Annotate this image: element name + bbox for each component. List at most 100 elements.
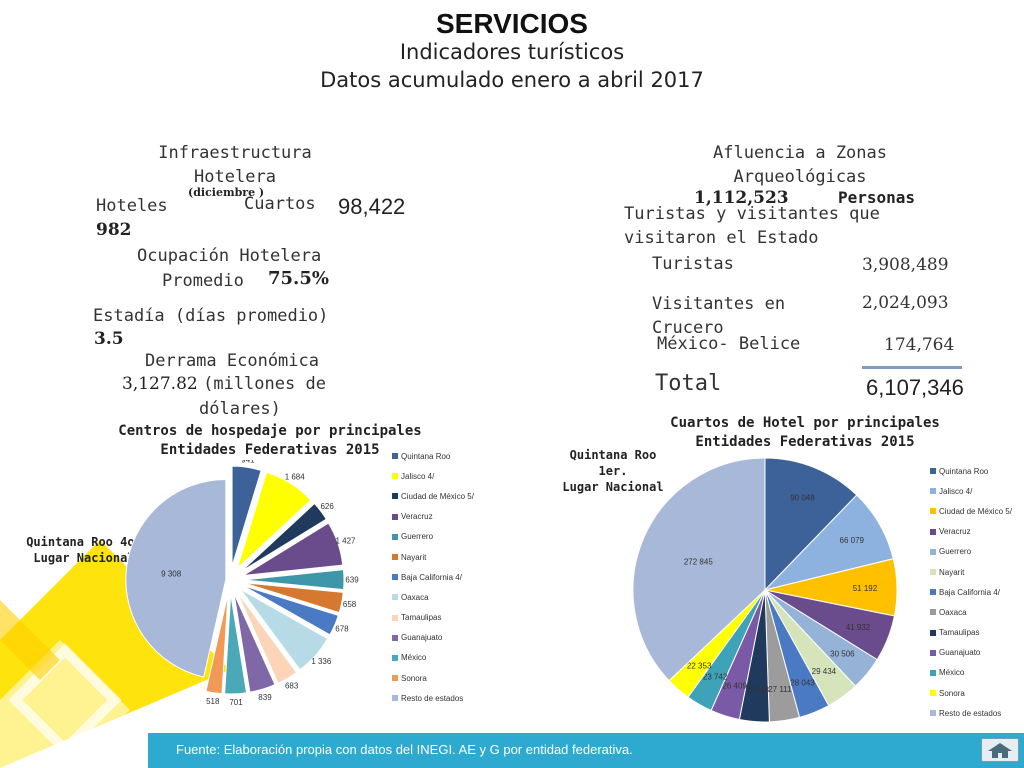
chart1-legend-item: México [392, 648, 474, 668]
home-button[interactable] [981, 738, 1019, 762]
belice-row-label: México- Belice [657, 334, 801, 354]
chart2-legend-swatch [930, 488, 936, 495]
chart2-slice-label: 26 818 [745, 686, 770, 695]
derrama-value: 3,127.82 [122, 374, 198, 394]
chart2-annotation-line3: Lugar Nacional [562, 480, 664, 494]
chart1-legend-swatch [392, 554, 398, 561]
chart2-annotation-line1: Quintana Roo [569, 448, 657, 462]
page-title: SERVICIOS [436, 8, 588, 39]
total-underline [862, 366, 962, 369]
chart1-slice-label: 839 [258, 693, 272, 702]
chart1-legend-item: Guanajuato [392, 628, 474, 648]
chart2-legend-label: México [939, 668, 965, 678]
chart1-legend-swatch [392, 614, 398, 621]
derrama-label: Derrama Económica [145, 351, 319, 371]
chart2-legend-label: Resto de estados [939, 708, 1002, 718]
chart2-slice-label: 66 079 [840, 536, 865, 545]
chart2-slice-label: 28 043 [790, 679, 815, 688]
chart2-legend-swatch [930, 548, 936, 555]
chart2-legend-swatch [930, 669, 936, 676]
chart1-pie: 941 1 684 626 1 427 639 658 678 1 336 683 839 701 5… [125, 460, 359, 707]
chart1-slice [243, 569, 345, 591]
chart1-legend-item: Oaxaca [392, 587, 474, 607]
chart1-slice [236, 591, 298, 684]
chart1-legend-swatch [392, 594, 398, 601]
chart1-legend-swatch [392, 634, 398, 641]
hoteles-value: 982 [96, 220, 132, 240]
chart1-legend-label: Quintana Roo [401, 451, 451, 461]
chart2-legend-item: Quintana Roo [930, 461, 1012, 481]
chart1-legend-item: Baja California 4/ [392, 567, 474, 587]
chart2-legend-swatch [930, 468, 936, 475]
chart2-slice-label: 23 742 [703, 673, 728, 682]
chart2-legend-label: Ciudad de México 5/ [939, 506, 1012, 516]
chart1-legend-swatch [392, 675, 398, 682]
derrama-unit-line2: dólares) [199, 399, 281, 419]
chart2-legend-item: México [930, 663, 1012, 683]
chart1-legend-label: Oaxaca [401, 592, 429, 602]
chart1-slice-label: 941 [241, 460, 255, 464]
infra-heading: Infraestructura Hotelera [130, 141, 340, 189]
home-icon [988, 743, 1012, 758]
ocupacion-line2: Promedio [162, 271, 244, 291]
chart2-legend-swatch [930, 690, 936, 697]
chart2-legend-swatch [930, 649, 936, 656]
belice-row-value: 174,764 [884, 335, 955, 355]
chart1-legend-swatch [392, 654, 398, 661]
chart2-legend-item: Resto de estados [930, 703, 1012, 723]
chart1-slice-label: 639 [345, 576, 359, 585]
chart2-legend-item: Jalisco 4/ [930, 481, 1012, 501]
chart2-legend-swatch [930, 569, 936, 576]
chart2-legend-swatch [930, 508, 936, 515]
chart2-slice-label: 41 932 [846, 623, 871, 632]
turistas-heading-line1: Turistas y visitantes que [624, 204, 880, 224]
turistas-row-value: 3,908,489 [862, 255, 949, 275]
footer-bar [148, 733, 1024, 768]
hoteles-label: Hoteles [96, 196, 168, 216]
chart1-legend-label: Veracruz [401, 512, 433, 522]
chart2-legend-label: Sonora [939, 688, 965, 698]
chart1-slice [242, 522, 344, 576]
chart2-slice-label: 27 111 [768, 685, 792, 694]
chart2-legend-label: Guanajuato [939, 648, 981, 658]
chart2-legend-item: Tamaulipas [930, 623, 1012, 643]
chart1-slice [224, 593, 248, 695]
chart2-legend-item: Nayarit [930, 562, 1012, 582]
chart1-legend-label: Guanajuato [401, 633, 443, 643]
chart2-legend-label: Guerrero [939, 547, 972, 557]
chart2-slice-label: 30 506 [830, 649, 855, 658]
cuartos-label: Cuartos [244, 194, 316, 214]
afluencia-heading-line2: Arqueológicas [733, 167, 867, 187]
chart2-legend-item: Guerrero [930, 542, 1012, 562]
turistas-heading-line2: visitaron el Estado [624, 228, 819, 248]
chart2-legend-label: Quintana Roo [939, 466, 989, 476]
chart1-legend-label: Tamaulipas [401, 613, 442, 623]
infra-heading-note: (diciembre ) [188, 186, 265, 199]
chart2-legend-label: Tamaulipas [939, 628, 980, 638]
crucero-row-label: Visitantes en [652, 294, 786, 314]
chart1-legend-label: Resto de estados [401, 693, 464, 703]
chart2-legend: Quintana Roo Jalisco 4/Ciudad de México 5… [930, 461, 1012, 723]
chart2-legend-label: Baja California 4/ [939, 587, 1000, 597]
chart1-legend-swatch [392, 473, 398, 480]
chart2-slice-label: 90 048 [790, 493, 815, 502]
chart1-slice-label: 1 684 [285, 473, 306, 482]
chart1-slice [125, 479, 227, 678]
chart1-slice-label: 701 [229, 698, 243, 707]
chart2-annotation-line2: 1er. [598, 464, 628, 478]
chart1-slice [240, 588, 329, 671]
chart2-legend-label: Nayarit [939, 567, 965, 577]
estadia-value: 3.5 [94, 329, 124, 349]
chart1-legend-swatch [392, 453, 398, 460]
chart2-slice-label: 272 845 [684, 557, 713, 566]
chart1-slice [231, 465, 262, 567]
chart2-slice-label: 22 353 [687, 661, 712, 670]
turistas-row-label: Turistas [652, 254, 734, 274]
crucero-row-value: 2,024,093 [862, 293, 949, 313]
chart2-title-line2: Entidades Federativas 2015 [695, 434, 915, 450]
chart2-slice [764, 457, 858, 592]
chart1-legend-swatch [392, 695, 398, 702]
chart2-legend-label: Veracruz [939, 527, 971, 537]
afluencia-unit: Personas [838, 188, 916, 207]
